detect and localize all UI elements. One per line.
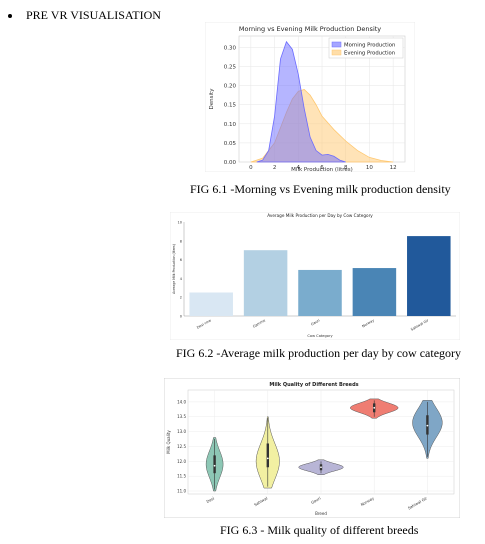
x-tick-label: 10 xyxy=(366,165,373,171)
bar-4 xyxy=(407,236,451,316)
y-axis-label: Average Milk Production (litres) xyxy=(172,244,176,294)
x-tick-label: Gauri xyxy=(310,496,321,505)
chart-title: Morning vs Evening Milk Production Densi… xyxy=(239,25,381,33)
y-tick-label: 13.0 xyxy=(177,429,186,434)
y-tick-label: 0.20 xyxy=(224,84,237,90)
x-tick-label: Desi xyxy=(205,496,215,504)
chart-title: Milk Quality of Different Breeds xyxy=(269,382,358,388)
violin-median xyxy=(320,466,322,469)
bar-3 xyxy=(352,268,397,316)
violin-median xyxy=(373,406,376,409)
bar-0 xyxy=(189,292,233,316)
violin-iqr-box xyxy=(213,455,216,474)
violin-median xyxy=(213,464,216,467)
y-tick-label: 13.5 xyxy=(177,414,186,419)
x-tick-label: Norway xyxy=(360,495,376,507)
figure-caption-1: FIG 6.1 -Morning vs Evening milk product… xyxy=(190,182,451,196)
y-tick-label: 0.10 xyxy=(224,122,237,128)
y-tick-label: 11.0 xyxy=(177,489,186,494)
legend-swatch xyxy=(331,49,342,56)
legend-label: Morning Production xyxy=(344,43,395,49)
legend-swatch xyxy=(331,41,342,48)
violin-chart: 11.0 11.5 12.0 12.5 13.0 13.5 14.0 Desi Sahiwal G… xyxy=(164,378,460,518)
x-tick-label: 12 xyxy=(390,165,397,171)
bar-1 xyxy=(243,250,288,316)
x-axis-label: Cow Category xyxy=(307,334,333,338)
y-axis-label: Milk Quality xyxy=(166,430,171,454)
y-tick-label: 0.15 xyxy=(224,103,237,109)
x-tick-label: 0 xyxy=(249,165,253,171)
density-area-morning xyxy=(256,40,346,163)
x-tick-label: Desi cow xyxy=(196,318,212,329)
violin-iqr-box xyxy=(266,443,269,468)
bar-chart: 0 2 4 6 8 10 Desi cow Gamme Gauri Norway Sahiwal G… xyxy=(170,212,460,340)
violin-median xyxy=(266,457,269,460)
bullet-icon xyxy=(8,13,12,18)
x-tick-label: Norway xyxy=(361,318,375,328)
y-tick-label: 2 xyxy=(180,296,182,300)
y-tick-label: 14.0 xyxy=(177,399,186,404)
y-tick-label: 0.00 xyxy=(224,160,237,166)
x-tick-label: Sahiwal xyxy=(253,496,268,508)
section-heading: PRE VR VISUALISATION xyxy=(8,8,161,23)
x-tick-label: 2 xyxy=(273,165,277,171)
density-chart-svg: 0.00 0.05 0.10 0.15 0.20 0.25 0.30 0 2 4 6 8 10 12 Mor… xyxy=(205,22,415,172)
chart-title: Average Milk Production per Day by Cow C… xyxy=(267,213,373,218)
violin-chart-svg: 11.0 11.5 12.0 12.5 13.0 13.5 14.0 Desi Sahiwal G… xyxy=(164,378,460,518)
x-tick-label: Gauri xyxy=(310,318,320,326)
y-tick-label: 10 xyxy=(178,221,182,225)
y-tick-label: 4 xyxy=(180,277,183,281)
y-tick-label: 8 xyxy=(180,239,182,243)
y-tick-label: 0 xyxy=(180,315,182,319)
y-tick-label: 12.5 xyxy=(177,444,186,449)
density-chart: 0.00 0.05 0.10 0.15 0.20 0.25 0.30 0 2 4 6 8 10 12 Mor… xyxy=(205,22,415,172)
y-axis-label: Density xyxy=(209,88,215,110)
y-tick-label: 0.05 xyxy=(224,141,237,147)
x-tick-label: 8 xyxy=(344,165,348,171)
section-heading-text: PRE VR VISUALISATION xyxy=(26,8,161,22)
violin-median xyxy=(426,424,429,427)
y-tick-label: 0.30 xyxy=(224,45,237,51)
legend-box xyxy=(328,37,404,59)
y-tick-label: 6 xyxy=(180,258,182,262)
bar-2 xyxy=(298,269,342,316)
y-tick-label: 0.25 xyxy=(224,65,237,71)
y-tick-label: 12.0 xyxy=(177,459,186,464)
figure-caption-2: FIG 6.2 -Average milk production per day… xyxy=(176,346,462,360)
legend-label: Evening Production xyxy=(344,51,395,57)
x-axis-label: Breed xyxy=(315,511,327,516)
x-axis-label: Milk Production (litres) xyxy=(291,167,353,172)
x-tick-label: 4 xyxy=(297,165,301,171)
figure-caption-3: FIG 6.3 - Milk quality of different bree… xyxy=(220,523,419,537)
x-tick-label: 6 xyxy=(320,165,324,171)
y-tick-label: 11.5 xyxy=(177,474,186,479)
x-tick-label: Gamme xyxy=(252,318,266,328)
